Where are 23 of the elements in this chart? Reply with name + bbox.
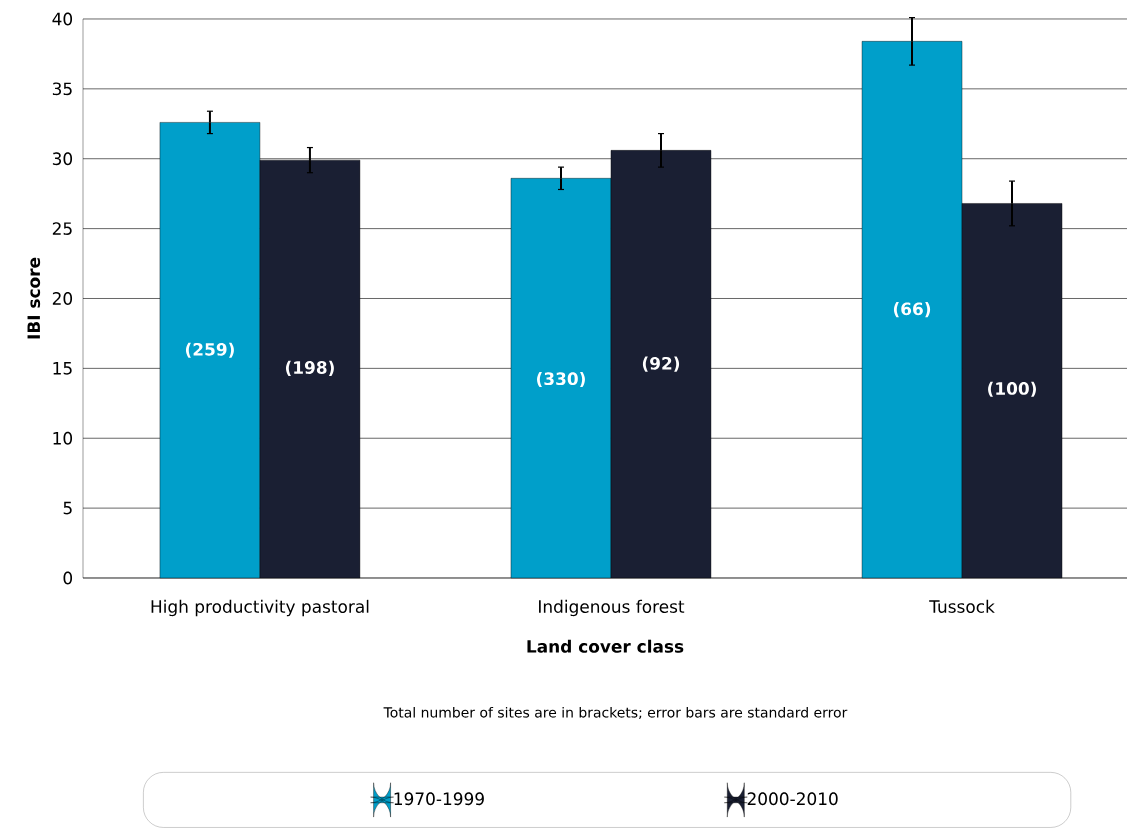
y-tick-label: 40 (52, 12, 73, 26)
x-tick-label: Indigenous forest (539, 599, 685, 617)
y-tick-label: 25 (52, 222, 72, 236)
y-tick-label: 35 (52, 82, 72, 96)
annotation: (92) (642, 356, 680, 372)
annotation: (100) (988, 381, 1036, 397)
y-axis-title: IBI score (27, 257, 41, 339)
y-tick-label: 10 (53, 431, 73, 445)
legend-label: 2000-2010 (747, 792, 838, 806)
y-tick-label: 0 (63, 571, 73, 585)
legend-label: 1970-1999 (394, 792, 484, 806)
x-axis-title: Land cover class (527, 639, 684, 653)
x-tick-label: High productivity pastoral (151, 599, 369, 617)
annotation: (198) (285, 360, 334, 376)
annotation: (259) (185, 342, 234, 358)
y-tick-label: 30 (52, 152, 73, 166)
annotation: (330) (537, 371, 585, 388)
text: Total number of sites are in brackets; error bars are standard error (383, 706, 848, 720)
x-tick-label: Tussock (929, 599, 995, 613)
annotation: (66) (893, 302, 931, 318)
y-tick-label: 5 (63, 501, 72, 515)
y-tick-label: 20 (52, 292, 73, 305)
y-tick-label: 15 (53, 362, 72, 375)
